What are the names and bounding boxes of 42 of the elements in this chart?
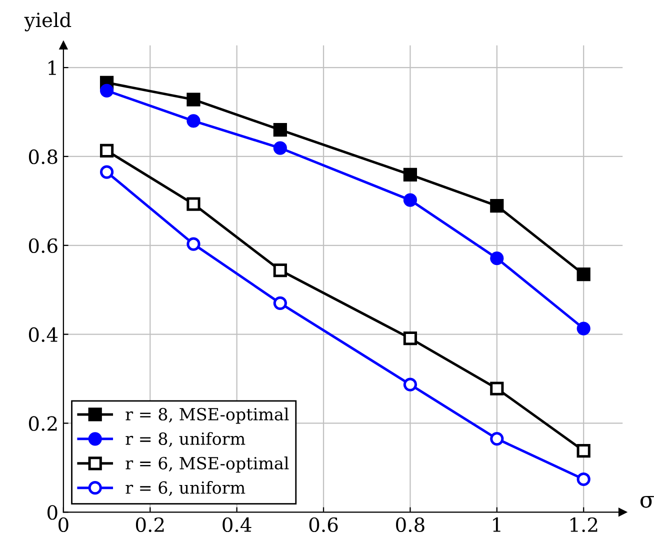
point	[100, 84, 114, 98]
point	[490, 199, 504, 213]
y-tick-label: 0.8	[28, 149, 58, 164]
legend-label: r = 6, uniform	[126, 481, 246, 496]
point	[490, 432, 504, 446]
point	[100, 165, 114, 179]
point	[186, 197, 200, 211]
point	[403, 168, 418, 182]
y-tick-label: 0.6	[28, 238, 58, 254]
point	[273, 263, 287, 278]
point	[490, 382, 504, 396]
point	[576, 472, 590, 486]
point	[576, 322, 590, 336]
x-tick-label: 0	[58, 517, 68, 532]
x-tick-label: 1	[493, 517, 500, 532]
point	[273, 141, 287, 155]
y-tick-label: 0	[47, 505, 58, 520]
point	[490, 251, 504, 266]
y-axis-title: yield	[24, 12, 72, 32]
x-tick-label: 0.6	[309, 517, 338, 532]
point	[403, 193, 418, 207]
legend-label: r = 8, MSE-optimal	[126, 408, 289, 424]
legend-label: r = 6, MSE-optimal	[126, 456, 289, 473]
point	[576, 444, 590, 458]
point	[186, 114, 200, 128]
x-tick-label: 0.4	[222, 517, 252, 532]
point	[576, 267, 590, 282]
x-tick-label: 1.2	[570, 517, 598, 532]
x-tick-label: 0.2	[136, 517, 164, 532]
point	[403, 332, 418, 346]
x-tick-label: 0.8	[396, 517, 424, 532]
point	[403, 378, 418, 392]
legend-label: r = 8, uniform	[126, 432, 246, 448]
x-axis-title: σ	[640, 496, 654, 508]
point	[100, 144, 114, 158]
y-tick-label: 0.2	[28, 416, 57, 431]
point	[273, 296, 287, 310]
point	[273, 122, 287, 137]
point	[186, 237, 200, 251]
point	[186, 92, 200, 106]
y-tick-label: 1	[48, 60, 56, 75]
y-tick-label: 0.4	[28, 327, 58, 342]
